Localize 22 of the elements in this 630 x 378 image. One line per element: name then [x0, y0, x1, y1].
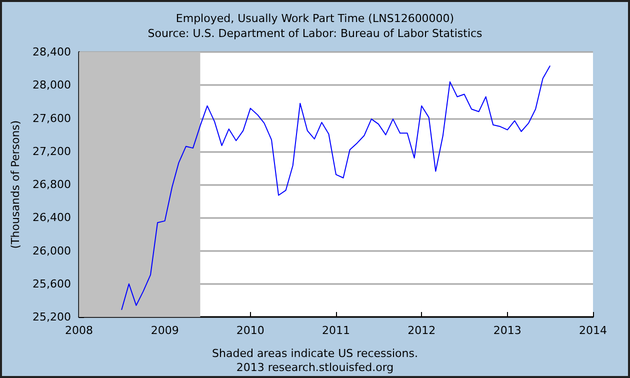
x-tick-label: 2010 — [236, 324, 264, 337]
x-tick-label: 2013 — [493, 324, 522, 337]
text: 2013 research.stlouisfed.org — [236, 361, 394, 374]
x-tick-label: 2008 — [65, 324, 93, 337]
y-tick-label: 26,800 — [32, 178, 71, 191]
x-tick-label: 2009 — [150, 324, 179, 337]
chart-title: Employed, Usually Work Part Time (LNS12600000) — [176, 12, 454, 25]
y-tick-label: 25,600 — [32, 277, 71, 290]
x-tick-label: 2014 — [579, 324, 607, 337]
x-tick-label: 2012 — [408, 324, 436, 337]
y-tick-label: 28,400 — [32, 46, 71, 58]
y-tick-label: 25,200 — [32, 310, 71, 324]
chart-subtitle: Source: U.S. Department of Labor: Bureau of Labor Statistics — [148, 27, 483, 40]
y-tick-label: 26,400 — [32, 211, 71, 224]
y-tick-label: 28,000 — [32, 78, 71, 92]
x-tick-label: 2011 — [322, 324, 350, 337]
line-series — [121, 66, 550, 310]
y-axis-title: (Thousands of Persons) — [9, 120, 22, 249]
y-tick-label: 26,000 — [32, 244, 71, 258]
y-tick-label: 27,200 — [32, 144, 71, 158]
y-tick-label: 27,600 — [32, 112, 71, 125]
text: Shaded areas indicate US recessions. — [212, 347, 418, 360]
